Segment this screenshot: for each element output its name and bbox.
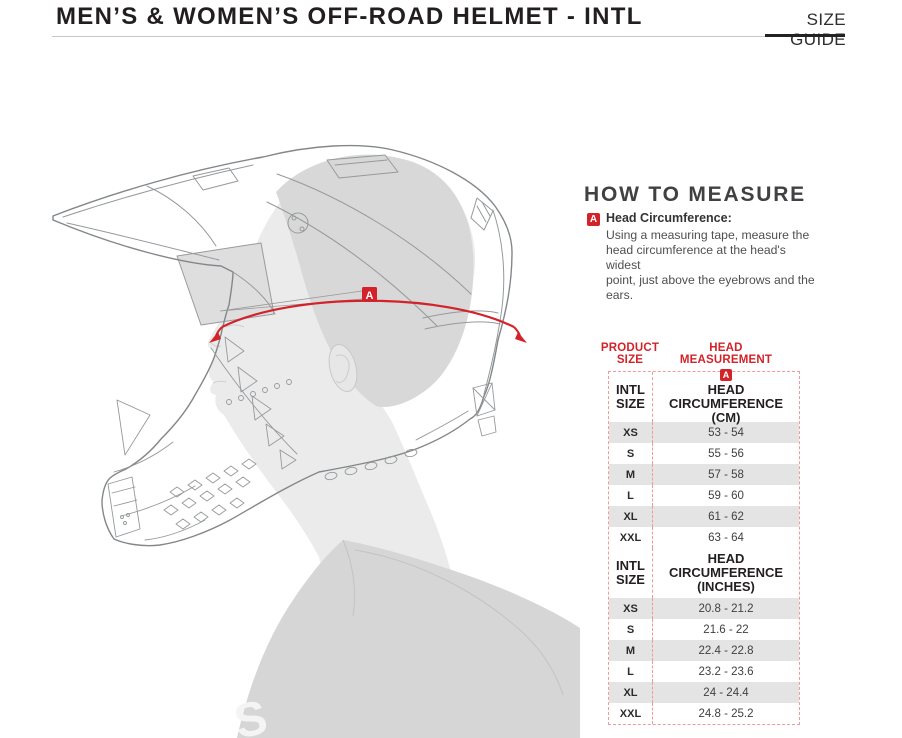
value-cell: 57 - 58 [708, 468, 744, 481]
table-row: XL 24 - 24.4 [609, 682, 799, 703]
ear-inner-line [335, 354, 350, 384]
hair [276, 154, 474, 408]
measure-line-3: point, just above the eyebrows and the e… [606, 273, 815, 302]
measure-line-2: head circumference at the head's widest [606, 243, 786, 272]
helmet-outline [52, 144, 513, 547]
size-cell: M [609, 464, 653, 485]
measure-line-1: Using a measuring tape, measure the [606, 228, 810, 242]
a-marker-badge-legend: A [587, 213, 600, 226]
table-row: XS 53 - 54 [609, 422, 799, 443]
size-table: INTL SIZE A HEAD CIRCUMFERENCE (CM) XS 5… [608, 369, 800, 725]
value-cell: 63 - 64 [708, 531, 744, 544]
arrow-left-icon [209, 332, 221, 343]
header-divider [52, 36, 845, 37]
chin-vent-diamonds [163, 379, 292, 530]
head-circumference-inches-label: HEAD CIRCUMFERENCE (INCHES) [668, 551, 784, 594]
shell-details [232, 154, 505, 395]
table-row: XS 20.8 - 21.2 [609, 598, 799, 619]
page-title: MEN’S & WOMEN’S OFF-ROAD HELMET - INTL [56, 3, 643, 30]
a-marker-letter: A [366, 290, 374, 302]
size-cell: M [609, 640, 653, 661]
table-row: S 21.6 - 22 [609, 619, 799, 640]
table-row: M 22.4 - 22.8 [609, 640, 799, 661]
measurement-overlay: A [209, 287, 527, 343]
intl-size-label: INTL SIZE [609, 372, 653, 422]
table-section-header-inches: INTL SIZE HEAD CIRCUMFERENCE (INCHES) [609, 548, 799, 598]
size-cell: S [609, 619, 653, 640]
size-cell: XS [609, 598, 653, 619]
table-row: XL 61 - 62 [609, 506, 799, 527]
helmet-illustration: S [52, 144, 580, 738]
ear [328, 344, 358, 392]
value-cell: 61 - 62 [708, 510, 744, 523]
visor-details [62, 164, 309, 261]
value-cell: 23.2 - 23.6 [698, 665, 754, 678]
intl-size-label: INTL SIZE [609, 548, 653, 598]
value-cell: 21.6 - 22 [703, 623, 749, 636]
size-cell: XL [609, 506, 653, 527]
chin-bar-truss [113, 336, 298, 541]
helmet-lineart [52, 144, 513, 547]
rear-vent [472, 382, 497, 437]
arrow-right-icon [515, 332, 527, 343]
col-header-head-measurement: HEAD MEASUREMENT [679, 342, 773, 366]
size-guide-tab[interactable]: SIZE GUIDE [790, 10, 846, 49]
table-row: XXL 24.8 - 25.2 [609, 703, 799, 724]
shirt-seams [342, 539, 564, 696]
mouth-vent [107, 476, 141, 538]
how-to-measure-heading: HOW TO MEASURE [584, 183, 806, 206]
table-row: L 59 - 60 [609, 485, 799, 506]
size-cell: L [609, 661, 653, 682]
head-circumference-cm-label: A HEAD CIRCUMFERENCE (CM) [653, 369, 799, 425]
size-cell: XL [609, 682, 653, 703]
value-cell: 24 - 24.4 [703, 686, 749, 699]
col-header-product-size: PRODUCT SIZE [600, 342, 660, 366]
measure-instructions: Head Circumference: Using a measuring ta… [606, 211, 821, 303]
table-row: XXL 63 - 64 [609, 527, 799, 548]
value-cell: 53 - 54 [708, 426, 744, 439]
value-cell: 20.8 - 21.2 [698, 602, 754, 615]
value-cell: 55 - 56 [708, 447, 744, 460]
value-cell: 24.8 - 25.2 [698, 707, 754, 720]
size-cell: XXL [609, 527, 653, 548]
shirt [237, 540, 580, 738]
table-row: L 23.2 - 23.6 [609, 661, 799, 682]
table-row: S 55 - 56 [609, 443, 799, 464]
a-marker-badge [362, 287, 377, 302]
person-silhouette: S [207, 154, 580, 738]
size-cell: S [609, 443, 653, 464]
measure-item-title: Head Circumference: [606, 211, 732, 225]
value-cell: 22.4 - 22.8 [698, 644, 754, 657]
a-marker-badge-table: A [720, 369, 732, 381]
table-row: M 57 - 58 [609, 464, 799, 485]
measure-label-cm: HEAD CIRCUMFERENCE (CM) [668, 382, 784, 425]
size-guide-underline [765, 34, 845, 37]
bottom-band-vents [324, 410, 469, 481]
size-cell: L [609, 485, 653, 506]
value-cell: 59 - 60 [708, 489, 744, 502]
size-cell: XS [609, 422, 653, 443]
table-section-header-cm: INTL SIZE A HEAD CIRCUMFERENCE (CM) [609, 369, 799, 425]
size-cell: XXL [609, 703, 653, 724]
